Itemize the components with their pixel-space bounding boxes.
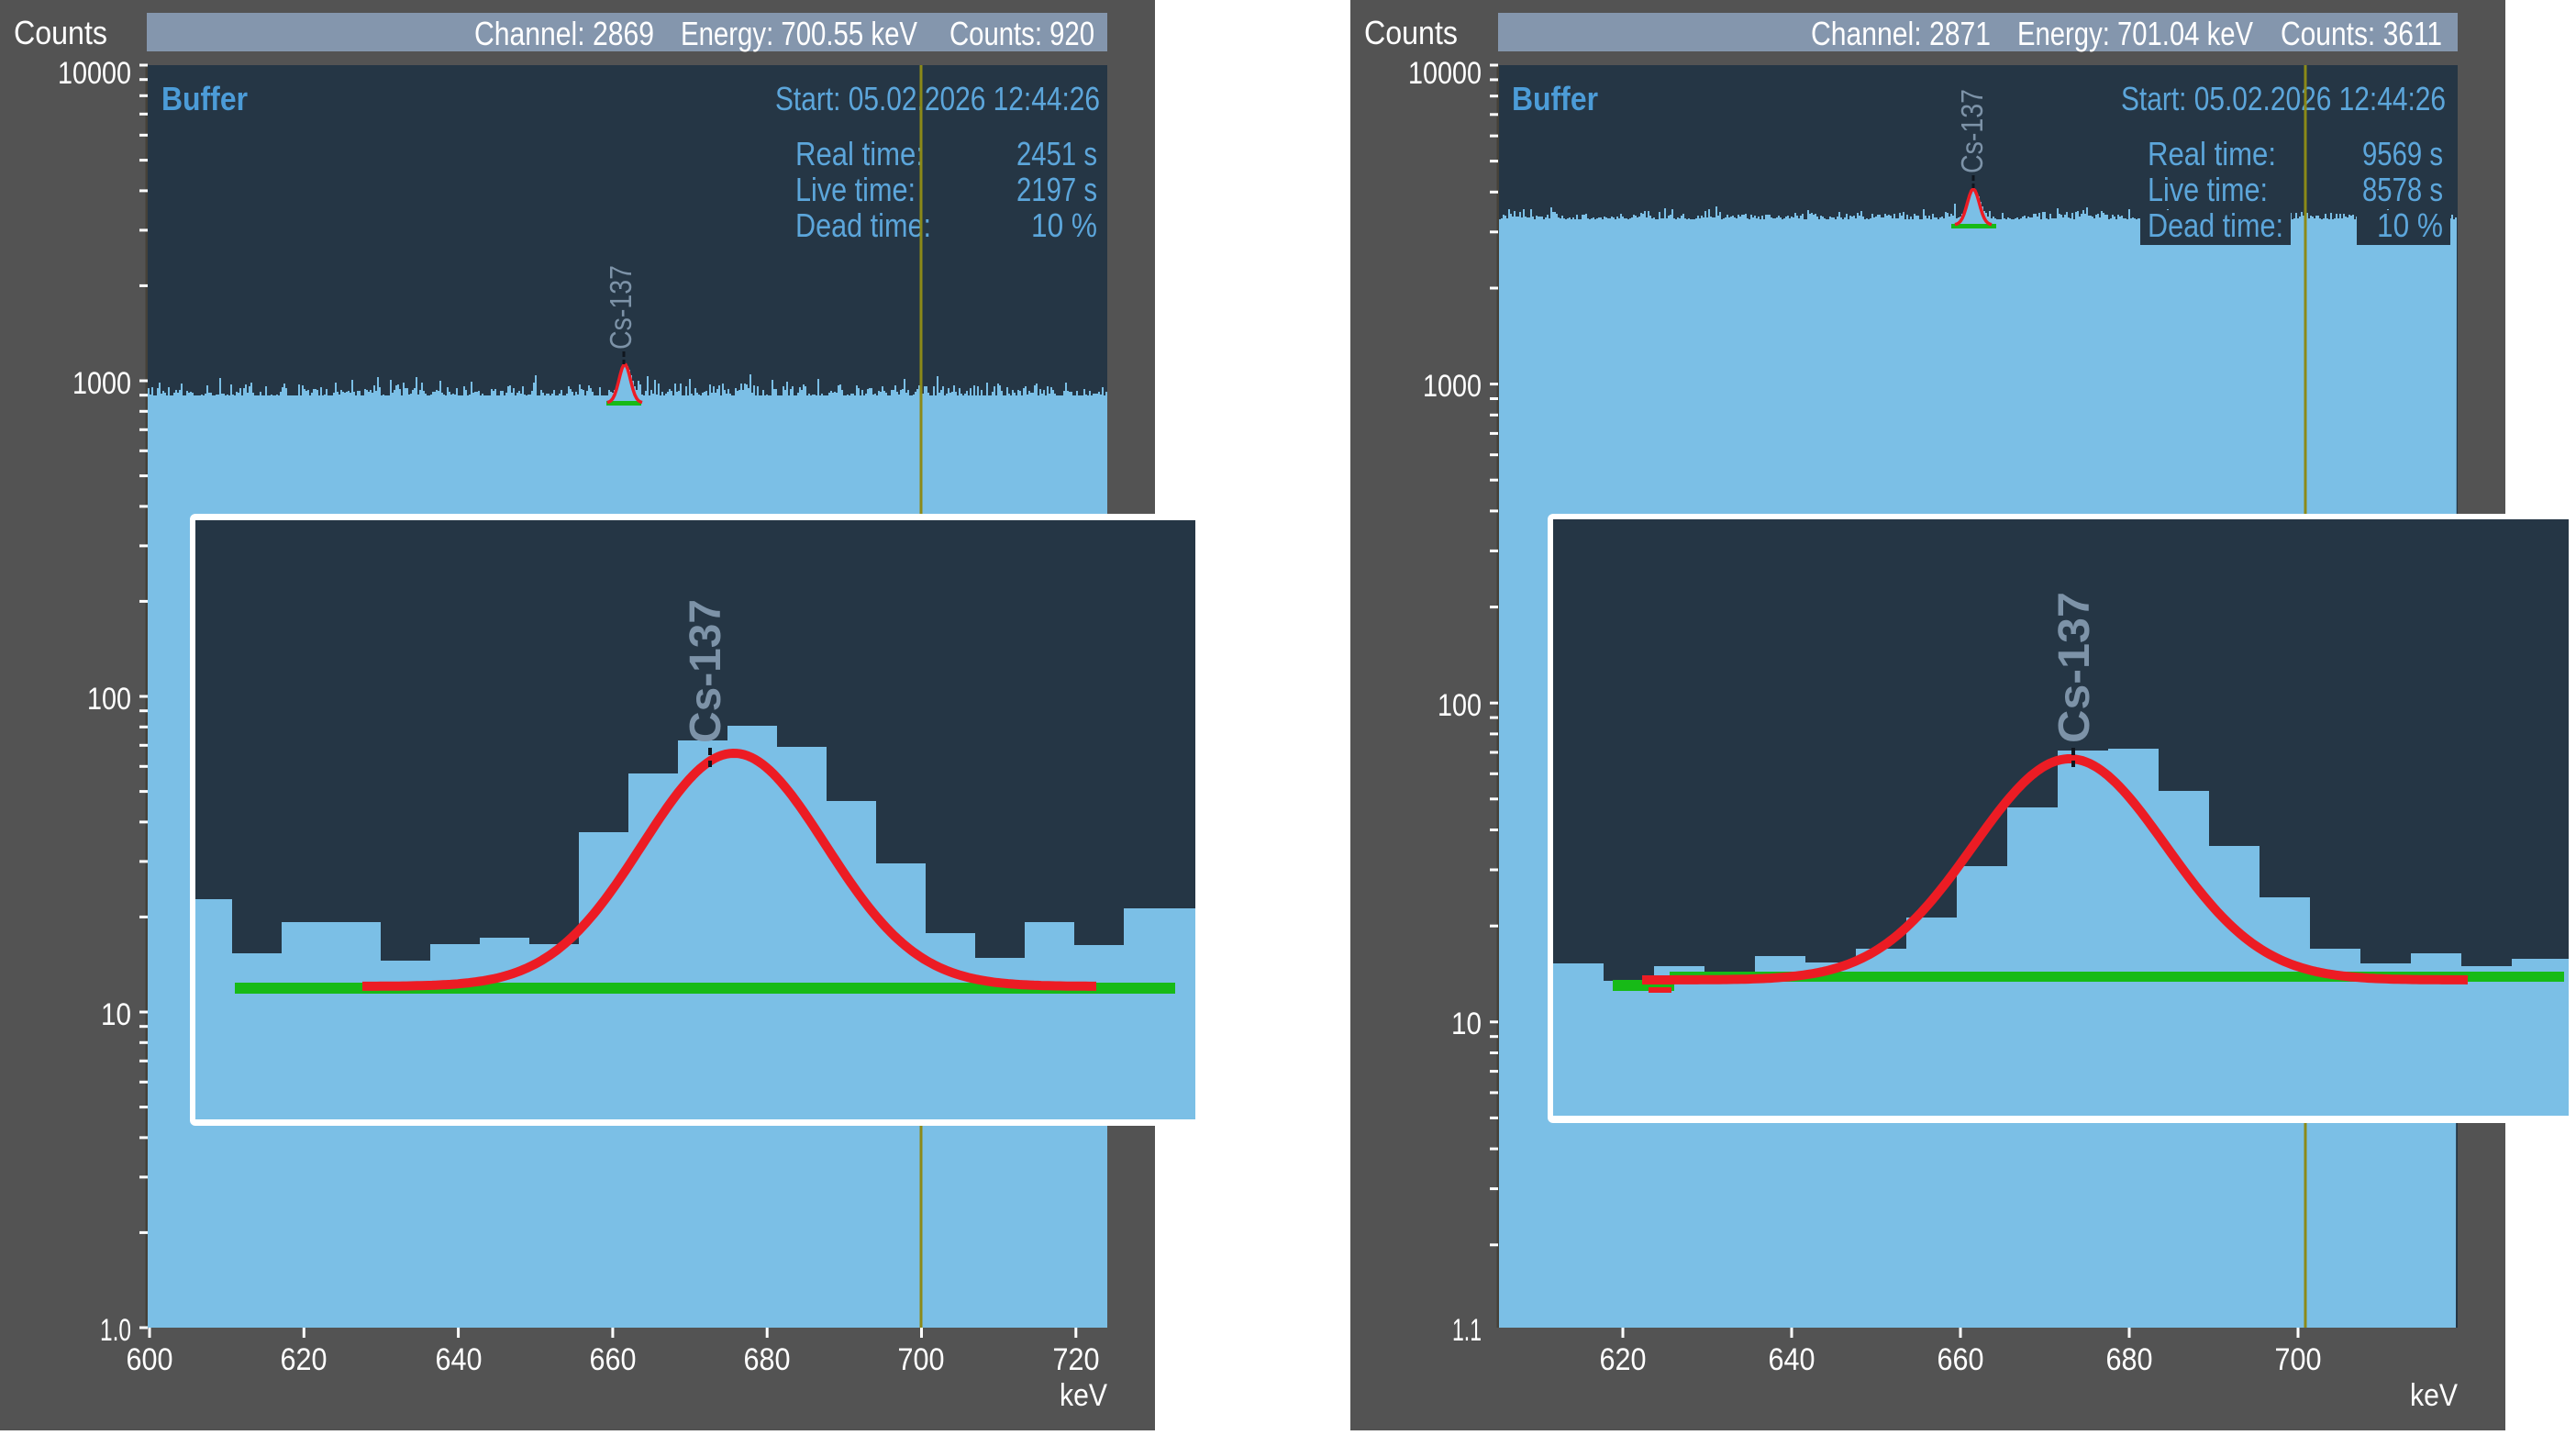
svg-text:Counts: 920: Counts: 920 (949, 15, 1094, 52)
svg-text:Start: 05.02.2026 12:44:26: Start: 05.02.2026 12:44:26 (775, 80, 1100, 117)
svg-text:9569 s: 9569 s (2362, 135, 2443, 172)
svg-text:700: 700 (2275, 1342, 2322, 1377)
svg-text:10 %: 10 % (2377, 206, 2443, 244)
svg-text:100: 100 (87, 682, 131, 717)
svg-text:2197 s: 2197 s (1016, 171, 1097, 208)
svg-text:Cs-137: Cs-137 (604, 265, 638, 350)
svg-text:600: 600 (127, 1342, 173, 1377)
svg-text:8578 s: 8578 s (2362, 171, 2443, 208)
svg-text:2451 s: 2451 s (1016, 135, 1097, 172)
svg-text:100: 100 (1438, 688, 1482, 723)
svg-text:Real time:: Real time: (2148, 135, 2276, 172)
svg-text:700: 700 (898, 1342, 945, 1377)
svg-text:10000: 10000 (1408, 56, 1482, 91)
svg-text:keV: keV (1060, 1378, 1107, 1413)
svg-text:620: 620 (281, 1342, 328, 1377)
svg-text:10000: 10000 (58, 56, 131, 91)
svg-text:640: 640 (436, 1342, 483, 1377)
svg-text:1.0: 1.0 (100, 1313, 131, 1348)
svg-text:Counts: Counts (14, 14, 107, 51)
svg-text:Cs-137: Cs-137 (682, 599, 730, 743)
svg-text:Dead time:: Dead time: (2148, 206, 2283, 244)
svg-text:10: 10 (1451, 1007, 1482, 1041)
svg-text:680: 680 (2106, 1342, 2153, 1377)
svg-text:Channel: 2869: Channel: 2869 (474, 15, 654, 52)
svg-text:10: 10 (101, 997, 131, 1032)
svg-text:Dead time:: Dead time: (795, 206, 931, 244)
svg-text:1000: 1000 (1423, 369, 1482, 404)
svg-text:Energy: 701.04 keV: Energy: 701.04 keV (2017, 15, 2253, 52)
svg-text:640: 640 (1769, 1342, 1815, 1377)
svg-text:1000: 1000 (72, 366, 131, 401)
svg-text:Real time:: Real time: (795, 135, 924, 172)
svg-text:Energy: 700.55 keV: Energy: 700.55 keV (681, 15, 917, 52)
svg-text:keV: keV (2410, 1378, 2458, 1413)
svg-text:Buffer: Buffer (161, 80, 248, 117)
svg-text:10 %: 10 % (1031, 206, 1097, 244)
svg-text:Live time:: Live time: (2148, 171, 2268, 208)
svg-text:Start: 05.02.2026 12:44:26: Start: 05.02.2026 12:44:26 (2121, 80, 2446, 117)
svg-text:Counts: 3611: Counts: 3611 (2281, 15, 2442, 52)
svg-text:720: 720 (1053, 1342, 1100, 1377)
svg-text:Cs-137: Cs-137 (2050, 592, 2099, 743)
svg-text:680: 680 (744, 1342, 791, 1377)
svg-text:660: 660 (1938, 1342, 1984, 1377)
svg-text:Buffer: Buffer (1512, 80, 1598, 117)
svg-text:Cs-137: Cs-137 (1955, 89, 1989, 173)
svg-text:1.1: 1.1 (1452, 1313, 1482, 1348)
svg-text:Live time:: Live time: (795, 171, 916, 208)
svg-text:Counts: Counts (1364, 14, 1458, 51)
svg-text:Channel: 2871: Channel: 2871 (1811, 15, 1991, 52)
svg-text:620: 620 (1600, 1342, 1647, 1377)
svg-text:660: 660 (590, 1342, 637, 1377)
